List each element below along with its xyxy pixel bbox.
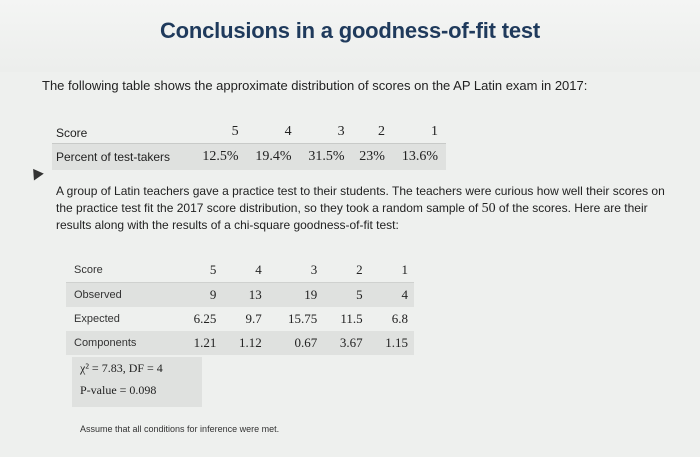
table-cell: 13.6% bbox=[392, 143, 446, 170]
table-cell: 1.21 bbox=[177, 331, 223, 355]
table-cell: 5 bbox=[323, 282, 369, 307]
header-bar bbox=[0, 0, 700, 72]
table-cell: 9.7 bbox=[245, 311, 262, 326]
table-cell: 2 bbox=[352, 112, 393, 144]
row-label: Score bbox=[52, 112, 194, 144]
mouse-cursor-icon bbox=[28, 165, 44, 181]
table-cell: 1.15 bbox=[368, 331, 414, 355]
table-cell: 3 bbox=[267, 258, 324, 283]
table-cell: 13 bbox=[222, 282, 268, 307]
table-cell: 15.75 bbox=[288, 311, 318, 326]
sample-size: 50 bbox=[481, 201, 496, 216]
table-cell: 23% bbox=[352, 143, 393, 170]
table-cell: 0.67 bbox=[267, 331, 324, 355]
table-cell: 4 bbox=[246, 112, 300, 144]
intro-text: The following table shows the approximat… bbox=[42, 78, 588, 93]
problem-paragraph: A group of Latin teachers gave a practic… bbox=[56, 183, 666, 234]
page-title: Conclusions in a goodness-of-fit test bbox=[159, 18, 541, 43]
test-statistics: χ² = 7.83, DF = 4 P-value = 0.098 bbox=[72, 357, 202, 407]
table-row: Score 5 4 3 2 1 bbox=[66, 258, 414, 283]
paragraph-text: of the scores. Here are their results al… bbox=[56, 201, 648, 232]
row-label: Observed bbox=[66, 282, 177, 307]
table-cell: 3.67 bbox=[323, 331, 369, 355]
table-row: Percent of test-takers 12.5% 19.4% 31.5%… bbox=[52, 143, 446, 170]
row-label: Score bbox=[66, 258, 177, 283]
table-cell: 19.4% bbox=[246, 143, 300, 170]
table-cell: 6.8 bbox=[391, 311, 408, 326]
p-value: P-value = 0.098 bbox=[80, 383, 157, 397]
table-cell: 1 bbox=[368, 258, 414, 283]
row-label: Components bbox=[66, 331, 177, 355]
row-label: Expected bbox=[74, 313, 120, 325]
table-row: Expected 6.25 9.7 15.75 11.5 6.8 bbox=[66, 307, 414, 331]
table-cell: 31.5% bbox=[299, 143, 353, 170]
row-label: Percent of test-takers bbox=[52, 143, 194, 170]
table-cell: 6.25 bbox=[193, 311, 217, 326]
score-distribution-table: Score 5 4 3 2 1 Percent of test-takers 1… bbox=[52, 112, 446, 170]
table-cell: 19 bbox=[267, 282, 324, 307]
table-cell: 4 bbox=[222, 258, 268, 283]
table-row: Components 1.21 1.12 0.67 3.67 1.15 bbox=[66, 331, 414, 355]
table-cell: 5 bbox=[177, 258, 223, 283]
table-cell: 11.5 bbox=[340, 311, 363, 326]
table-cell: 9 bbox=[177, 282, 223, 307]
table-cell: 4 bbox=[368, 282, 414, 307]
table-row: Observed 9 13 19 5 4 bbox=[66, 282, 414, 307]
paragraph-text: A group of Latin teachers gave a practic… bbox=[56, 184, 665, 215]
results-table: Score 5 4 3 2 1 Observed 9 13 19 5 4 Exp… bbox=[66, 258, 414, 355]
conditions-note: Assume that all conditions for inference… bbox=[80, 424, 280, 434]
table-cell: 2 bbox=[323, 258, 369, 283]
table-cell: 1.12 bbox=[222, 331, 268, 355]
table-cell: 5 bbox=[193, 112, 247, 144]
table-cell: 3 bbox=[299, 112, 353, 144]
table-cell: 1 bbox=[392, 112, 446, 144]
chi-square-statistic: χ² = 7.83, DF = 4 bbox=[80, 361, 163, 375]
table-cell: 12.5% bbox=[193, 143, 247, 170]
table-row: Score 5 4 3 2 1 bbox=[52, 112, 446, 144]
